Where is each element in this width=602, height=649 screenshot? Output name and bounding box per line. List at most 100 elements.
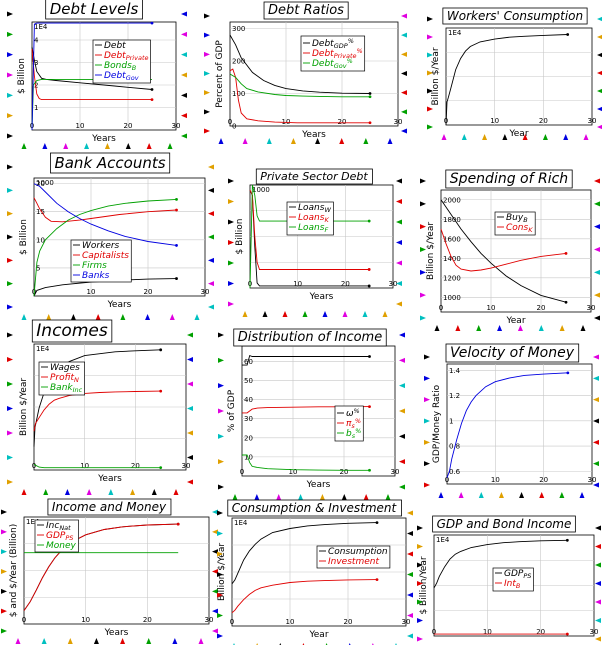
incomes-port-marker[interactable]: [187, 430, 193, 436]
velocity-of-money-port-marker[interactable]: [438, 492, 444, 498]
incomes-port-marker[interactable]: [187, 455, 193, 460]
consumption-and-investment-port-marker[interactable]: [217, 510, 223, 516]
distribution-of-income-port-marker[interactable]: [232, 494, 238, 500]
bank-accounts-port-marker[interactable]: [7, 281, 13, 287]
private-sector-debt-port-marker[interactable]: [282, 311, 288, 317]
consumption-and-investment-port-marker[interactable]: [407, 613, 413, 618]
distribution-of-income-port-marker[interactable]: [399, 459, 405, 465]
incomes-port-marker[interactable]: [7, 455, 13, 460]
workers-consumption-port-marker[interactable]: [597, 106, 602, 112]
debt-levels-port-marker[interactable]: [63, 143, 69, 149]
income-and-money-port-marker[interactable]: [212, 608, 218, 614]
income-and-money-port-marker[interactable]: [1, 549, 7, 555]
spending-of-rich-port-marker[interactable]: [420, 269, 426, 275]
private-sector-debt-port-marker[interactable]: [228, 178, 234, 184]
consumption-and-investment-port-marker[interactable]: [217, 531, 223, 536]
spending-of-rich-port-marker[interactable]: [420, 292, 426, 298]
incomes-port-marker[interactable]: [130, 489, 136, 495]
private-sector-debt-port-marker[interactable]: [396, 260, 402, 266]
distribution-of-income-port-marker[interactable]: [399, 433, 405, 439]
debt-ratios-port-marker[interactable]: [401, 128, 407, 134]
bank-accounts-port-marker[interactable]: [46, 314, 52, 320]
distribution-of-income-port-marker[interactable]: [341, 494, 347, 500]
gdp-and-bond-income-port-marker[interactable]: [417, 581, 423, 586]
distribution-of-income-port-marker[interactable]: [218, 484, 224, 490]
spending-of-rich-port-marker[interactable]: [594, 201, 600, 207]
debt-ratios-port-marker[interactable]: [401, 71, 407, 76]
workers-consumption-port-marker[interactable]: [427, 16, 433, 22]
debt-ratios-port-marker[interactable]: [204, 51, 210, 57]
distribution-of-income-port-marker[interactable]: [319, 494, 325, 500]
incomes-port-marker[interactable]: [187, 479, 193, 485]
velocity-of-money-port-marker[interactable]: [424, 439, 430, 445]
bank-accounts-port-marker[interactable]: [7, 164, 13, 170]
consumption-and-investment-port-marker[interactable]: [407, 592, 413, 598]
income-and-money-port-marker[interactable]: [1, 608, 7, 614]
debt-ratios-port-marker[interactable]: [204, 109, 210, 115]
distribution-of-income-port-marker[interactable]: [399, 408, 405, 414]
private-sector-debt-port-marker[interactable]: [396, 219, 402, 225]
incomes-port-marker[interactable]: [43, 489, 49, 495]
gdp-and-bond-income-port-marker[interactable]: [417, 544, 423, 549]
velocity-of-money-port-marker[interactable]: [424, 397, 430, 403]
debt-levels-port-marker[interactable]: [181, 11, 187, 17]
gdp-and-bond-income-port-marker[interactable]: [595, 599, 601, 605]
debt-levels-port-marker[interactable]: [7, 11, 13, 17]
workers-consumption-port-marker[interactable]: [427, 70, 433, 76]
consumption-and-investment-port-marker[interactable]: [407, 633, 413, 639]
debt-ratios-port-marker[interactable]: [401, 32, 407, 38]
velocity-of-money-port-marker[interactable]: [424, 482, 430, 488]
distribution-of-income-port-marker[interactable]: [298, 494, 304, 500]
private-sector-debt-port-marker[interactable]: [228, 281, 234, 286]
incomes-port-marker[interactable]: [64, 489, 70, 495]
income-and-money-port-marker[interactable]: [212, 569, 218, 574]
incomes-port-marker[interactable]: [7, 406, 13, 411]
workers-consumption-port-marker[interactable]: [427, 52, 433, 58]
debt-ratios-port-marker[interactable]: [242, 138, 248, 144]
spending-of-rich-port-marker[interactable]: [594, 292, 600, 298]
spending-of-rich-port-marker[interactable]: [476, 325, 482, 331]
gdp-and-bond-income-port-marker[interactable]: [595, 544, 601, 549]
debt-levels-port-marker[interactable]: [7, 133, 13, 139]
bank-accounts-port-marker[interactable]: [208, 304, 214, 310]
bank-accounts-port-marker[interactable]: [7, 257, 13, 263]
velocity-of-money-port-marker[interactable]: [539, 492, 545, 498]
bank-accounts-port-marker[interactable]: [169, 314, 175, 320]
workers-consumption-port-marker[interactable]: [427, 124, 433, 130]
gdp-and-bond-income-port-marker[interactable]: [417, 636, 423, 642]
debt-ratios-port-marker[interactable]: [290, 138, 296, 144]
spending-of-rich-port-marker[interactable]: [497, 325, 503, 331]
consumption-and-investment-port-marker[interactable]: [407, 510, 413, 516]
debt-ratios-port-marker[interactable]: [401, 109, 407, 115]
workers-consumption-port-marker[interactable]: [542, 134, 548, 140]
private-sector-debt-port-marker[interactable]: [228, 219, 234, 225]
distribution-of-income-port-marker[interactable]: [399, 332, 405, 338]
distribution-of-income-port-marker[interactable]: [218, 459, 224, 465]
spending-of-rich-port-marker[interactable]: [594, 315, 600, 321]
spending-of-rich-port-marker[interactable]: [594, 247, 600, 252]
bank-accounts-port-marker[interactable]: [208, 211, 214, 217]
bank-accounts-port-marker[interactable]: [70, 314, 76, 320]
velocity-of-money-port-marker[interactable]: [458, 492, 464, 498]
income-and-money-port-marker[interactable]: [198, 638, 204, 644]
workers-consumption-port-marker[interactable]: [522, 134, 528, 140]
debt-ratios-port-marker[interactable]: [266, 138, 272, 144]
debt-ratios-port-marker[interactable]: [218, 138, 224, 144]
workers-consumption-port-marker[interactable]: [427, 88, 433, 94]
workers-consumption-port-marker[interactable]: [441, 134, 447, 140]
income-and-money-port-marker[interactable]: [212, 529, 218, 535]
velocity-of-money-port-marker[interactable]: [593, 482, 599, 488]
debt-ratios-port-marker[interactable]: [401, 13, 407, 19]
spending-of-rich-port-marker[interactable]: [420, 224, 426, 230]
bank-accounts-port-marker[interactable]: [7, 187, 13, 193]
incomes-port-marker[interactable]: [187, 332, 193, 338]
workers-consumption-port-marker[interactable]: [482, 134, 488, 140]
debt-ratios-port-marker[interactable]: [339, 138, 345, 144]
income-and-money-port-marker[interactable]: [146, 638, 152, 644]
income-and-money-port-marker[interactable]: [1, 588, 7, 594]
workers-consumption-port-marker[interactable]: [597, 16, 602, 22]
debt-levels-port-marker[interactable]: [21, 143, 27, 149]
gdp-and-bond-income-port-marker[interactable]: [417, 525, 423, 531]
distribution-of-income-port-marker[interactable]: [218, 408, 224, 414]
spending-of-rich-port-marker[interactable]: [420, 178, 426, 184]
